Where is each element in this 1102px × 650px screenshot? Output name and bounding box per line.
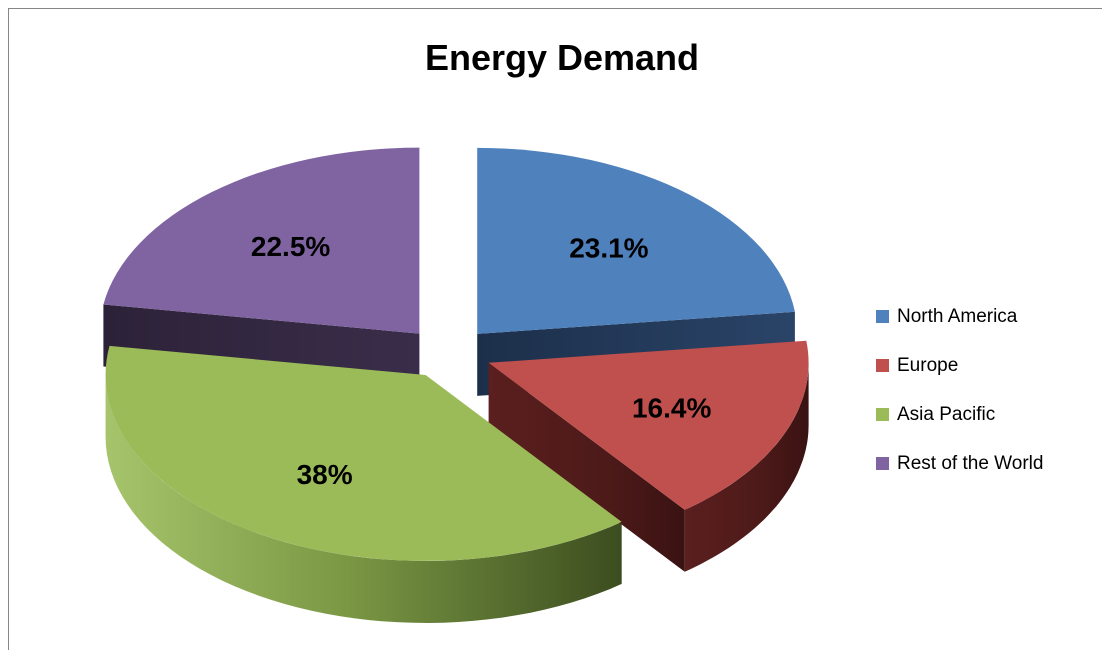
legend-item-europe: Europe <box>876 341 1043 390</box>
legend-swatch-asia-pacific <box>876 408 889 421</box>
legend-item-asia-pacific: Asia Pacific <box>876 390 1043 439</box>
legend-item-rest-of-the-world: Rest of the World <box>876 439 1043 488</box>
legend-swatch-rest-of-the-world <box>876 457 889 470</box>
pie-slice-asia-pacific <box>105 345 622 561</box>
legend-item-north-america: North America <box>876 292 1043 341</box>
legend-label-europe: Europe <box>897 354 959 376</box>
legend: North America Europe Asia Pacific Rest o… <box>876 292 1043 488</box>
data-label-asia-pacific: 38% <box>297 459 353 490</box>
data-label-rest-of-the-world: 22.5% <box>251 231 330 262</box>
pie-wall-europe <box>488 362 685 572</box>
legend-swatch-europe <box>876 359 889 372</box>
data-label-north-america: 23.1% <box>569 233 648 264</box>
pie-slice-rest-of-the-world <box>103 147 420 334</box>
legend-swatch-north-america <box>876 310 889 323</box>
data-label-europe: 16.4% <box>632 392 711 423</box>
legend-label-asia-pacific: Asia Pacific <box>897 403 996 425</box>
legend-label-north-america: North America <box>897 305 1018 327</box>
legend-label-rest-of-the-world: Rest of the World <box>897 452 1044 474</box>
pie-slice-north-america <box>477 147 795 334</box>
pie-slice-europe <box>488 340 809 510</box>
pie-side-asia-pacific <box>105 375 622 623</box>
pie-side-europe <box>684 362 809 572</box>
chart-title: Energy Demand <box>424 37 700 78</box>
